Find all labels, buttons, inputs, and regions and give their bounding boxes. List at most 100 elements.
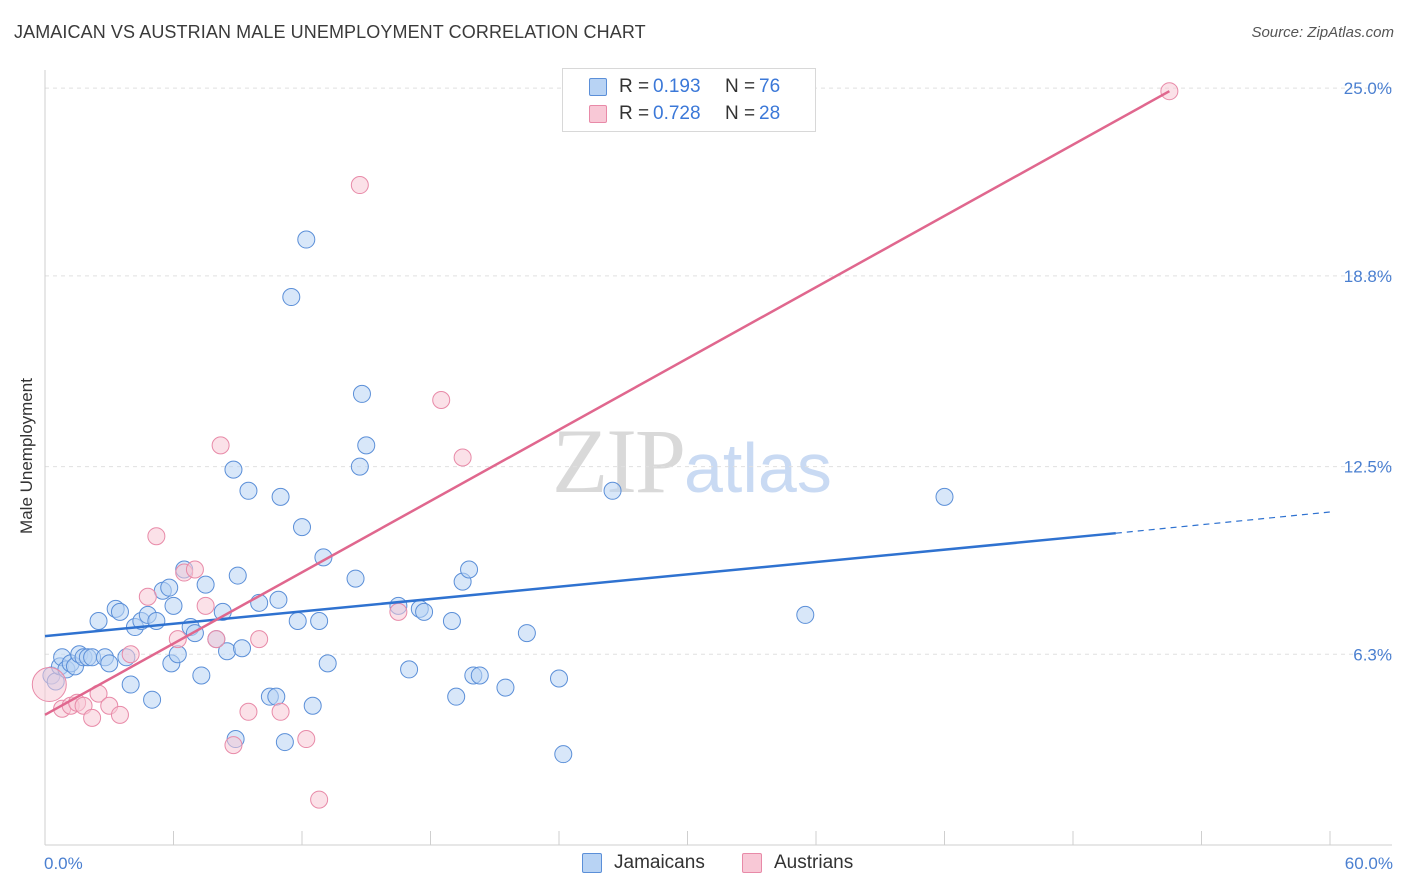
jamaican-point xyxy=(303,696,322,715)
jamaican-point xyxy=(550,669,568,688)
jamaican-point xyxy=(447,687,466,706)
austrian-swatch xyxy=(589,105,607,123)
jamaican-point xyxy=(239,481,258,500)
jamaican-point xyxy=(415,602,434,621)
jamaican-point xyxy=(496,678,515,697)
jamaican-point xyxy=(352,384,371,403)
jamaican-point xyxy=(293,518,311,537)
jamaican-point xyxy=(282,288,301,307)
grid xyxy=(45,87,1392,655)
source-label[interactable]: Source: ZipAtlas.com xyxy=(1251,24,1394,41)
n-label: N = xyxy=(725,76,756,97)
austrian-point xyxy=(196,596,215,615)
jamaican-point xyxy=(168,645,187,664)
jamaican-point xyxy=(297,230,316,249)
jamaican-point xyxy=(442,611,461,630)
jamaican-point xyxy=(935,487,954,506)
legend-item-jamaicans[interactable]: Jamaicans xyxy=(582,852,705,874)
austrian-point xyxy=(250,630,269,649)
watermark-atlas: atlas xyxy=(684,429,832,507)
jamaican-point xyxy=(310,611,329,630)
jamaican-point xyxy=(143,690,162,709)
jamaican-point xyxy=(110,602,129,621)
austrian-points xyxy=(31,82,1179,809)
jamaican-point xyxy=(350,457,369,476)
austrians-swatch xyxy=(742,853,762,873)
correlation-legend: R = 0.193 N = 76 R = 0.728 N = 28 xyxy=(562,68,816,132)
trend-lines xyxy=(44,90,1331,716)
jamaican-point xyxy=(288,611,307,630)
austrian-point xyxy=(224,736,243,755)
jamaican-trend-extension xyxy=(1115,511,1331,534)
austrian-point xyxy=(147,527,166,546)
jamaican-r-value: 0.193 xyxy=(653,76,701,97)
x-tick-label-max: 60.0% xyxy=(1345,854,1393,873)
jamaican-point xyxy=(346,569,365,588)
jamaican-point xyxy=(192,666,211,685)
austrian-n-value: 28 xyxy=(759,103,781,124)
jamaican-point xyxy=(271,487,290,506)
jamaicans-label: Jamaicans xyxy=(614,852,705,873)
jamaican-points xyxy=(42,230,954,764)
jamaican-point xyxy=(160,578,179,597)
austrian-point xyxy=(432,390,451,409)
y-tick-label: 6.3% xyxy=(1353,645,1392,664)
jamaican-point xyxy=(267,687,286,706)
n-label: N = xyxy=(725,103,756,124)
axes xyxy=(44,70,1392,846)
y-tick-label: 25.0% xyxy=(1344,79,1392,98)
legend-item-austrians[interactable]: Austrians xyxy=(742,852,853,874)
y-tick-label: 18.8% xyxy=(1344,267,1392,286)
legend-row-jamaican: R = 0.193 N = 76 xyxy=(589,76,780,98)
austrian-point xyxy=(207,630,226,649)
jamaican-point xyxy=(233,639,252,658)
austrian-point xyxy=(211,436,230,455)
jamaicans-swatch xyxy=(582,853,602,873)
jamaican-point xyxy=(603,481,622,500)
jamaican-point xyxy=(224,460,243,479)
jamaican-point xyxy=(554,745,573,764)
austrian-point xyxy=(138,587,157,606)
jamaican-point xyxy=(470,666,489,685)
jamaican-point xyxy=(196,575,215,594)
jamaican-point xyxy=(400,660,419,679)
jamaican-point xyxy=(460,560,479,579)
austrian-point xyxy=(110,705,129,724)
jamaican-swatch xyxy=(589,78,607,96)
jamaican-point xyxy=(318,654,337,673)
austrian-point xyxy=(31,667,67,703)
tick-labels: 6.3% 12.5% 18.8% 25.0% 0.0% 60.0% xyxy=(44,79,1393,873)
jamaican-point xyxy=(228,566,247,585)
series-legend: Jamaicans Austrians xyxy=(0,852,1406,876)
jamaican-point xyxy=(89,611,108,630)
jamaican-point xyxy=(517,624,536,643)
jamaican-point xyxy=(121,675,140,694)
austrian-point xyxy=(83,708,102,727)
jamaican-trend-line xyxy=(44,531,1116,638)
austrian-point xyxy=(185,560,204,579)
austrian-point xyxy=(310,790,329,809)
y-tick-label: 12.5% xyxy=(1344,458,1392,477)
austrian-point xyxy=(350,176,369,195)
jamaican-point xyxy=(269,590,288,609)
austrian-trend-line xyxy=(44,90,1170,716)
jamaican-point xyxy=(164,596,183,615)
jamaican-point xyxy=(357,436,376,455)
jamaican-point xyxy=(100,654,119,673)
austrian-r-value: 0.728 xyxy=(653,103,701,124)
r-label: R = xyxy=(619,103,650,124)
x-tick-label-min: 0.0% xyxy=(44,854,83,873)
austrian-point xyxy=(239,702,258,721)
legend-row-austrian: R = 0.728 N = 28 xyxy=(589,103,780,125)
austrians-label: Austrians xyxy=(774,852,854,873)
austrian-point xyxy=(121,645,140,664)
austrian-point xyxy=(297,730,316,749)
jamaican-n-value: 76 xyxy=(759,76,781,97)
jamaican-point xyxy=(275,733,294,752)
r-label: R = xyxy=(619,76,650,97)
austrian-point xyxy=(453,448,472,467)
austrian-point xyxy=(389,602,408,621)
chart-title: JAMAICAN VS AUSTRIAN MALE UNEMPLOYMENT C… xyxy=(14,22,646,42)
jamaican-point xyxy=(796,605,815,624)
